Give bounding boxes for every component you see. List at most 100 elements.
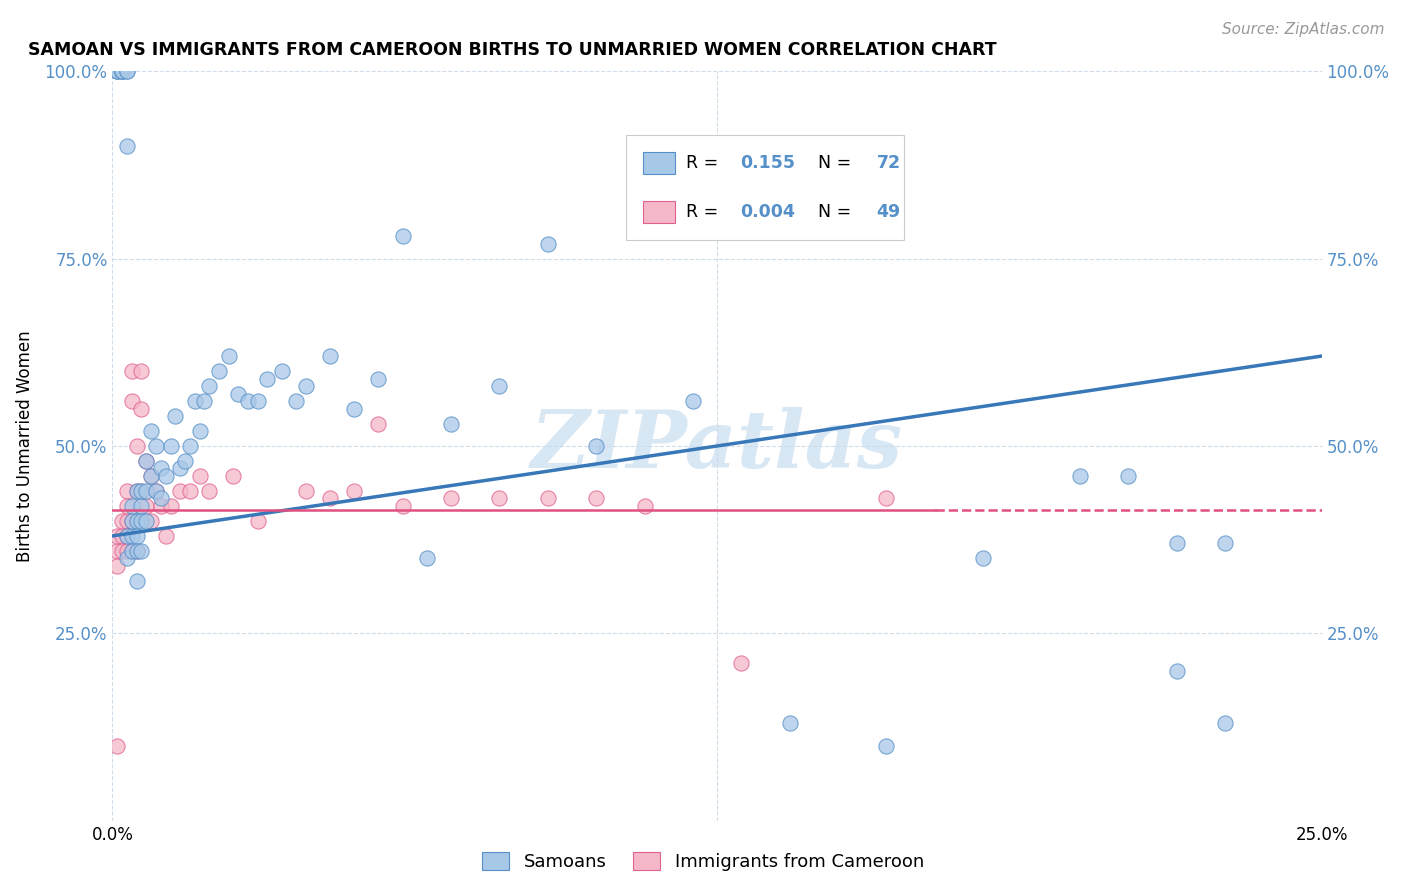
Point [131,483,153,498]
Point [730,657,752,671]
Point [208,364,231,378]
Point [141,469,163,483]
Point [440,491,463,506]
Point [131,364,153,378]
Text: R =: R = [686,154,723,172]
Point [246,514,269,528]
Point [105,64,128,78]
Point [1166,536,1188,550]
Point [121,394,143,409]
Point [105,544,128,558]
Text: 0.155: 0.155 [740,154,794,172]
Point [131,499,153,513]
Point [115,529,138,543]
Point [105,529,128,543]
Point [246,394,269,409]
Point [131,483,153,498]
Point [131,401,153,416]
Point [125,544,148,558]
Point [135,454,157,468]
Point [319,491,342,506]
Point [135,454,157,468]
Point [343,401,366,416]
Point [111,64,134,78]
FancyBboxPatch shape [643,201,675,223]
Point [633,499,655,513]
Point [111,64,134,78]
Point [183,394,205,409]
Point [125,514,148,528]
Point [236,394,259,409]
Point [121,499,143,513]
Point [115,483,138,498]
Point [488,379,510,393]
Point [222,469,245,483]
Point [149,499,172,513]
Y-axis label: Births to Unmarried Women: Births to Unmarried Women [15,330,34,562]
Point [145,483,167,498]
Point [193,394,215,409]
Point [149,491,172,506]
Point [295,379,318,393]
Point [155,469,177,483]
Point [145,483,167,498]
Point [198,483,221,498]
Point [779,716,801,731]
Point [1213,536,1236,550]
Point [188,469,211,483]
Point [111,64,134,78]
Point [125,544,148,558]
Point [135,483,157,498]
Point [1116,469,1139,483]
Point [121,514,143,528]
Legend: Samoans, Immigrants from Cameroon: Samoans, Immigrants from Cameroon [475,845,931,879]
Point [105,64,128,78]
Point [135,514,157,528]
Point [875,491,897,506]
Point [367,371,389,385]
Point [115,529,138,543]
Point [125,439,148,453]
Text: 72: 72 [877,154,901,172]
Text: N =: N = [807,202,856,221]
Point [145,439,167,453]
Text: 49: 49 [877,202,901,221]
Point [111,529,134,543]
Point [121,529,143,543]
Point [115,544,138,558]
Text: Source: ZipAtlas.com: Source: ZipAtlas.com [1222,22,1385,37]
Point [972,551,994,566]
Point [159,499,181,513]
Point [1069,469,1091,483]
Point [115,514,138,528]
Point [115,64,138,78]
Point [343,483,366,498]
Point [169,461,191,475]
Point [125,574,148,588]
Point [125,483,148,498]
FancyBboxPatch shape [643,153,675,174]
Point [165,409,187,423]
Point [105,739,128,753]
Point [105,64,128,78]
Point [131,514,153,528]
Point [682,394,704,409]
Point [125,529,148,543]
Point [159,439,181,453]
Point [256,371,278,385]
Point [121,364,143,378]
Point [125,514,148,528]
Text: SAMOAN VS IMMIGRANTS FROM CAMEROON BIRTHS TO UNMARRIED WOMEN CORRELATION CHART: SAMOAN VS IMMIGRANTS FROM CAMEROON BIRTH… [28,41,997,59]
Point [391,229,413,244]
Point [416,551,439,566]
Text: ZIPatlas: ZIPatlas [531,408,903,484]
Point [585,491,607,506]
Point [155,529,177,543]
Point [174,454,197,468]
Point [875,739,897,753]
Point [198,379,221,393]
Point [179,439,201,453]
Point [218,349,240,363]
Point [121,544,143,558]
Text: 0.004: 0.004 [740,202,794,221]
